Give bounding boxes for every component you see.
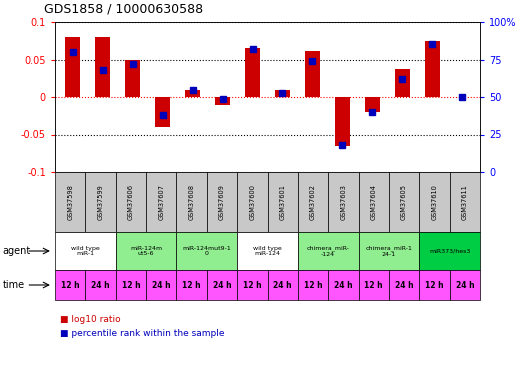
Bar [395,69,410,97]
Text: miR373/hes3: miR373/hes3 [429,249,470,254]
Text: GSM37600: GSM37600 [249,184,256,220]
Bar [245,48,260,97]
Text: 12 h: 12 h [121,280,140,290]
Bar [389,172,419,232]
Bar [335,97,350,146]
Text: wild type
miR-1: wild type miR-1 [71,246,100,256]
Bar [359,172,389,232]
Bar [116,172,146,232]
Bar [359,270,389,300]
Text: ■ log10 ratio: ■ log10 ratio [60,315,121,324]
Bar [328,270,359,300]
Text: 24 h: 24 h [91,280,110,290]
Bar [275,90,290,97]
Bar [419,232,480,270]
Text: GSM37606: GSM37606 [128,184,134,220]
Text: GSM37602: GSM37602 [310,184,316,220]
Bar [185,90,200,97]
Text: GSM37603: GSM37603 [341,184,346,220]
Bar [389,270,419,300]
Bar [237,172,268,232]
Bar [268,270,298,300]
Bar [86,270,116,300]
Text: GDS1858 / 10000630588: GDS1858 / 10000630588 [44,3,204,16]
Bar [125,60,140,97]
Text: 12 h: 12 h [364,280,383,290]
Text: time: time [3,280,25,290]
Bar [207,172,237,232]
Bar [65,37,80,97]
Bar [116,232,176,270]
Bar [419,270,450,300]
Bar [237,232,298,270]
Bar [146,172,176,232]
Bar [96,37,110,97]
Text: miR-124m
ut5-6: miR-124m ut5-6 [130,246,162,256]
Text: 12 h: 12 h [425,280,444,290]
Bar [328,172,359,232]
Bar [425,41,440,97]
Text: 12 h: 12 h [61,280,80,290]
Bar [116,270,146,300]
Bar [365,97,380,112]
Text: GSM37601: GSM37601 [280,184,286,220]
Text: GSM37608: GSM37608 [188,184,195,220]
Bar [237,270,268,300]
Text: wild type
miR-124: wild type miR-124 [253,246,282,256]
Bar [298,232,359,270]
Text: 24 h: 24 h [152,280,171,290]
Bar [450,270,480,300]
Text: 24 h: 24 h [334,280,353,290]
Text: 24 h: 24 h [274,280,292,290]
Text: chimera_miR-1
24-1: chimera_miR-1 24-1 [365,245,412,257]
Bar [146,270,176,300]
Text: GSM37605: GSM37605 [401,184,407,220]
Bar [305,51,320,97]
Bar [55,232,116,270]
Text: GSM37610: GSM37610 [431,184,438,220]
Bar [359,232,419,270]
Bar [268,172,298,232]
Bar [298,270,328,300]
Text: ■ percentile rank within the sample: ■ percentile rank within the sample [60,330,225,339]
Bar [298,172,328,232]
Text: 12 h: 12 h [304,280,323,290]
Text: GSM37611: GSM37611 [462,184,468,220]
Text: agent: agent [3,246,31,256]
Bar [419,172,450,232]
Text: GSM37604: GSM37604 [371,184,377,220]
Bar [55,172,86,232]
Text: 24 h: 24 h [213,280,231,290]
Text: 24 h: 24 h [395,280,413,290]
Text: 12 h: 12 h [243,280,262,290]
Bar [215,97,230,105]
Text: 12 h: 12 h [182,280,201,290]
Bar [55,270,86,300]
Text: GSM37609: GSM37609 [219,184,225,220]
Bar [176,270,207,300]
Text: 24 h: 24 h [456,280,474,290]
Bar [155,97,170,127]
Bar [450,172,480,232]
Bar [176,232,237,270]
Text: miR-124mut9-1
0: miR-124mut9-1 0 [182,246,231,256]
Text: chimera_miR-
-124: chimera_miR- -124 [307,245,350,257]
Bar [86,172,116,232]
Text: GSM37607: GSM37607 [158,184,164,220]
Bar [207,270,237,300]
Text: GSM37599: GSM37599 [98,184,103,220]
Bar [176,172,207,232]
Text: GSM37598: GSM37598 [67,184,73,220]
